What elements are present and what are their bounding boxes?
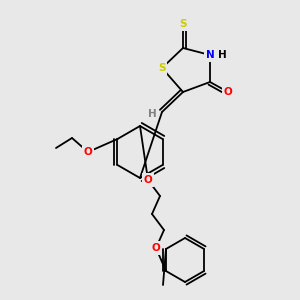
Text: O: O <box>224 87 232 97</box>
Text: O: O <box>152 243 160 253</box>
Text: H: H <box>218 50 226 60</box>
Text: H: H <box>148 109 156 119</box>
Text: S: S <box>158 63 166 73</box>
Text: S: S <box>179 19 187 29</box>
Text: N: N <box>206 50 214 60</box>
Text: O: O <box>84 147 92 157</box>
Text: O: O <box>144 175 152 185</box>
